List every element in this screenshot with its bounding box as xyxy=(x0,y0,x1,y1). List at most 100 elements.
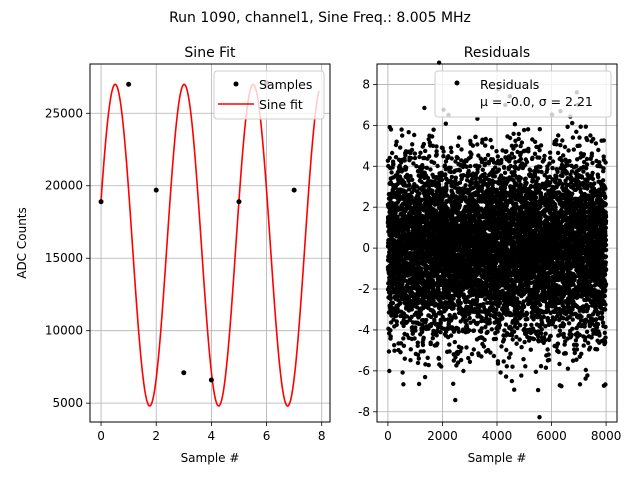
residual-point xyxy=(470,143,476,148)
residual-point xyxy=(401,336,406,341)
residual-point xyxy=(434,144,439,149)
residual-point xyxy=(493,336,499,342)
residual-point xyxy=(416,356,421,361)
sine-fit-xtick-label: 0 xyxy=(97,429,105,443)
residual-point xyxy=(431,127,436,132)
residual-point xyxy=(480,167,485,172)
residual-point xyxy=(504,149,509,154)
residual-point xyxy=(492,174,497,179)
residual-point xyxy=(452,339,457,345)
residual-point xyxy=(398,313,403,319)
residual-point xyxy=(410,177,415,182)
residual-point xyxy=(394,139,399,144)
residual-point xyxy=(426,362,431,368)
residual-point xyxy=(489,327,494,332)
residual-point xyxy=(458,357,464,363)
residual-point xyxy=(409,147,415,153)
sample-point xyxy=(291,187,297,193)
residual-point xyxy=(395,181,400,187)
residual-point xyxy=(415,352,421,357)
residual-point xyxy=(451,296,456,301)
residual-point xyxy=(449,156,454,161)
residual-point xyxy=(421,208,427,213)
residual-point xyxy=(448,145,454,150)
residual-point xyxy=(501,165,507,170)
residual-point xyxy=(443,159,449,164)
residual-point xyxy=(500,316,505,321)
sine-fit-ytick-label: 20000 xyxy=(45,179,83,193)
residual-point xyxy=(424,165,429,170)
residual-point xyxy=(512,122,518,127)
residual-point xyxy=(423,148,428,154)
residual-point xyxy=(408,265,413,271)
residual-point xyxy=(427,154,432,159)
residual-point xyxy=(424,317,429,323)
residual-point xyxy=(518,182,523,187)
residual-point xyxy=(446,154,451,159)
residual-point xyxy=(401,323,406,329)
residual-point xyxy=(511,329,517,334)
residual-point xyxy=(428,341,433,347)
residual-point xyxy=(429,321,434,327)
residual-point xyxy=(453,159,458,164)
residual-point xyxy=(488,137,493,143)
residual-point xyxy=(510,364,515,369)
residual-point xyxy=(511,131,516,136)
residual-point xyxy=(389,150,395,156)
residual-point xyxy=(411,161,416,166)
residual-point xyxy=(394,319,399,324)
residual-point xyxy=(501,359,506,364)
sine-fit-ylabel: ADC Counts xyxy=(15,207,29,279)
residual-point xyxy=(518,323,523,328)
residual-point xyxy=(466,168,471,174)
sine-fit-ytick-label: 15000 xyxy=(45,251,83,265)
residual-point xyxy=(386,349,392,354)
residual-point xyxy=(442,317,447,322)
residual-point xyxy=(437,290,442,295)
residual-point xyxy=(483,143,488,148)
residual-point xyxy=(430,188,435,193)
residual-point xyxy=(412,151,418,156)
residual-point xyxy=(408,174,413,179)
residual-point xyxy=(474,297,480,303)
residual-point xyxy=(400,370,405,375)
residual-point xyxy=(406,130,411,135)
residual-point xyxy=(503,374,509,379)
residual-point xyxy=(436,182,442,187)
residual-point xyxy=(479,354,484,359)
residual-point xyxy=(413,328,418,333)
residual-point xyxy=(428,167,433,172)
residual-point xyxy=(435,341,440,346)
residual-point xyxy=(514,341,519,346)
residual-point xyxy=(417,191,422,196)
residual-point xyxy=(425,355,430,360)
sample-point xyxy=(153,187,159,193)
residual-point xyxy=(467,328,472,333)
residual-point xyxy=(440,146,445,151)
residual-point xyxy=(453,315,458,320)
residual-point xyxy=(497,323,502,328)
sample-point xyxy=(126,81,132,87)
residual-point xyxy=(412,155,418,161)
residual-point xyxy=(412,132,417,138)
residual-point xyxy=(439,177,445,182)
residual-point xyxy=(509,378,515,384)
residual-point xyxy=(415,343,420,348)
residual-point xyxy=(499,344,504,349)
residual-point xyxy=(443,172,448,177)
residual-point xyxy=(418,312,424,317)
residual-point xyxy=(400,133,405,138)
residual-point xyxy=(455,360,461,365)
residual-point xyxy=(402,158,407,163)
residual-point xyxy=(421,335,426,340)
residual-point xyxy=(392,348,397,353)
residual-point xyxy=(439,197,445,202)
sine-fit-xtick-label: 4 xyxy=(208,429,216,443)
residual-point xyxy=(398,145,403,150)
residual-point xyxy=(421,349,426,354)
residual-point xyxy=(402,180,407,185)
residual-point xyxy=(482,171,487,177)
residual-point xyxy=(423,362,428,367)
residual-point xyxy=(455,155,460,161)
residual-point xyxy=(415,340,420,345)
